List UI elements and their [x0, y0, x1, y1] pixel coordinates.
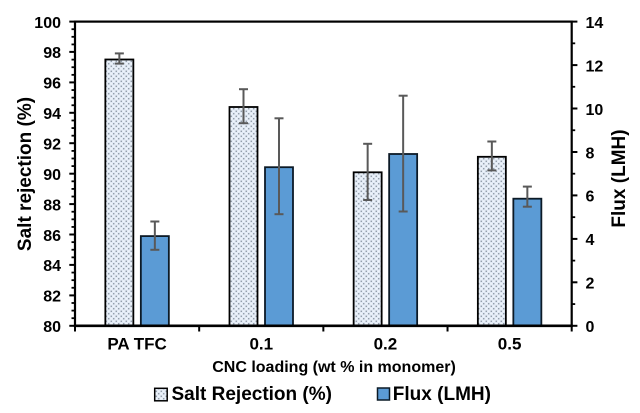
svg-text:14: 14 — [586, 15, 604, 32]
svg-text:82: 82 — [43, 289, 61, 306]
svg-text:0.2: 0.2 — [374, 334, 398, 353]
svg-text:CNC loading (wt % in monomer): CNC loading (wt % in monomer) — [212, 359, 456, 376]
svg-text:96: 96 — [43, 76, 61, 93]
svg-text:12: 12 — [586, 58, 604, 75]
svg-text:4: 4 — [586, 232, 595, 249]
svg-text:86: 86 — [43, 228, 61, 245]
svg-text:2: 2 — [586, 276, 595, 293]
svg-text:10: 10 — [586, 102, 604, 119]
svg-text:0: 0 — [586, 319, 595, 336]
svg-text:80: 80 — [43, 319, 61, 336]
svg-text:92: 92 — [43, 137, 61, 154]
svg-text:0.5: 0.5 — [498, 334, 522, 353]
svg-text:Flux (LMH): Flux (LMH) — [609, 129, 630, 227]
svg-text:6: 6 — [586, 189, 595, 206]
svg-text:100: 100 — [34, 15, 61, 32]
svg-text:Salt Rejection (%): Salt Rejection (%) — [172, 384, 332, 405]
svg-text:90: 90 — [43, 167, 61, 184]
svg-text:Salt rejection (%): Salt rejection (%) — [15, 97, 36, 251]
svg-text:0.1: 0.1 — [249, 334, 273, 353]
svg-text:98: 98 — [43, 45, 61, 62]
svg-text:Flux (LMH): Flux (LMH) — [393, 384, 491, 405]
svg-text:94: 94 — [43, 106, 61, 123]
svg-text:8: 8 — [586, 145, 595, 162]
svg-text:PA TFC: PA TFC — [107, 334, 167, 353]
svg-text:84: 84 — [43, 258, 61, 275]
svg-text:88: 88 — [43, 197, 61, 214]
